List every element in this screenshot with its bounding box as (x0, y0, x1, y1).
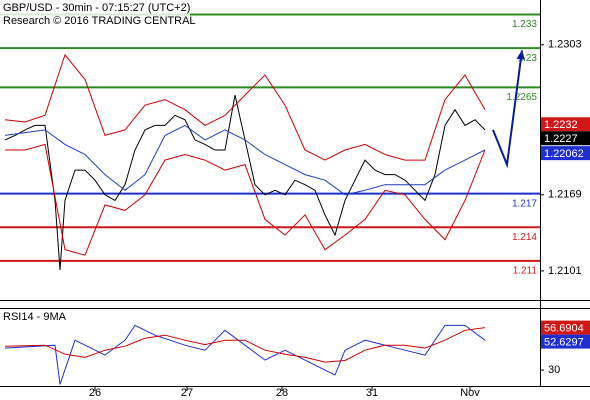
y-tick-label: 1.2169 (548, 189, 582, 201)
forecast-arrowhead (516, 50, 526, 60)
level-label: 1.217 (512, 198, 537, 209)
level-label: 1.214 (512, 232, 537, 243)
value-marker-label: 56.6904 (544, 323, 584, 335)
chart-subtitle: Research © 2016 TRADING CENTRAL (3, 15, 196, 27)
title-bg (0, 0, 190, 28)
value-marker (541, 131, 590, 146)
x-tick-label: 26 (89, 387, 101, 399)
level-label: 1.211 (513, 265, 538, 276)
series-line (4, 124, 486, 196)
value-marker-label: 1.2227 (544, 133, 578, 145)
value-marker-label: 1.22062 (544, 148, 584, 160)
plot-area: 1.2303 1.2169 1.2101 1.233 1.23 1.2265 1.217 1.… (0, 13, 590, 399)
value-marker-label: 52.6297 (544, 337, 584, 349)
indicator-title: RSI14 - 9MA (3, 311, 67, 323)
series-line (4, 324, 486, 385)
y-tick-label: 1.2303 (548, 39, 582, 51)
level-label: 1.2265 (506, 92, 537, 103)
y-tick-label: 30 (548, 364, 560, 376)
level-label: 1.23 (518, 53, 538, 64)
forecast-line (492, 50, 523, 169)
value-marker-label: 1.2232 (544, 119, 578, 131)
series-line (4, 94, 486, 270)
level-label: 1.233 (512, 19, 537, 30)
value-marker (541, 334, 590, 349)
value-marker (541, 320, 590, 335)
chart-title: GBP/USD - 30min - 07:15:27 (UTC+2) (3, 2, 190, 14)
value-marker (541, 117, 590, 132)
series-line (4, 327, 486, 363)
y-tick-label: 1.2101 (548, 265, 582, 277)
series-line (5, 143, 486, 256)
x-tick-label: Nov (460, 387, 480, 399)
x-tick-label: 31 (366, 387, 378, 399)
value-marker (541, 146, 590, 161)
series-line (4, 53, 486, 161)
x-tick-label: 27 (181, 387, 193, 399)
x-tick-label: 28 (276, 387, 288, 399)
